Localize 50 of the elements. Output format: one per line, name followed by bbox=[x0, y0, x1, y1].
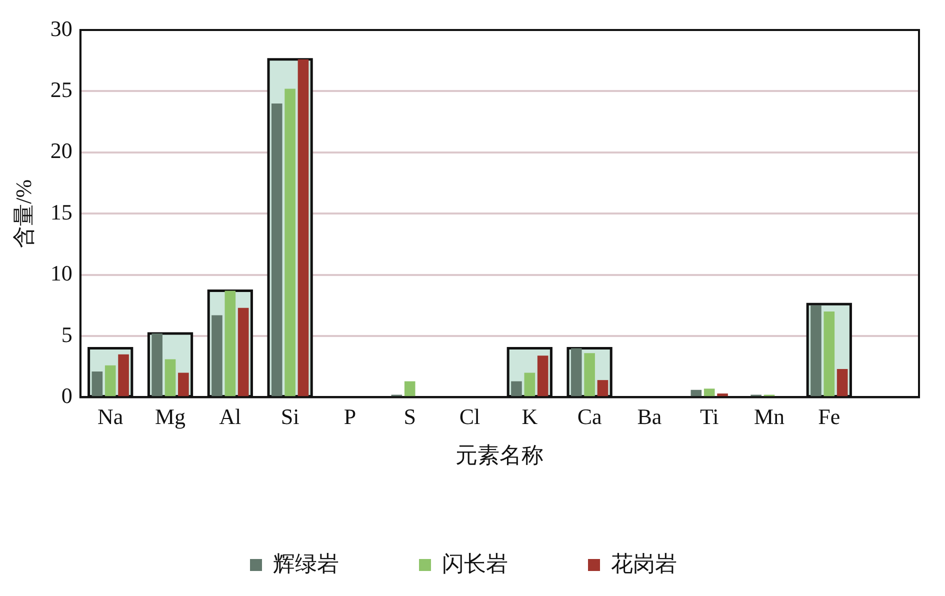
x-tick-label: Fe bbox=[818, 404, 840, 430]
x-tick-label: Ca bbox=[577, 404, 602, 430]
bar bbox=[511, 381, 522, 396]
x-tick-label: Al bbox=[219, 404, 242, 430]
y-tick-label: 15 bbox=[50, 199, 72, 224]
bar bbox=[404, 381, 416, 396]
bar bbox=[104, 365, 116, 396]
bar bbox=[224, 290, 236, 396]
bar bbox=[152, 334, 162, 396]
bar bbox=[164, 359, 176, 396]
x-tick-label: Si bbox=[280, 404, 300, 430]
bar bbox=[92, 371, 103, 396]
x-tick-label: Na bbox=[98, 404, 124, 430]
y-tick-label: 5 bbox=[61, 322, 72, 347]
legend-label: 辉绿岩 bbox=[273, 550, 339, 576]
bar bbox=[118, 354, 129, 396]
x-axis-title: 元素名称 bbox=[456, 442, 544, 468]
bar bbox=[690, 390, 702, 396]
y-tick-label: 20 bbox=[50, 138, 72, 164]
x-tick-label: Mg bbox=[154, 404, 186, 430]
x-tick-label: Ba bbox=[637, 404, 662, 430]
bar bbox=[570, 348, 582, 396]
bar bbox=[537, 356, 548, 396]
bar bbox=[524, 372, 536, 396]
bar bbox=[704, 388, 715, 396]
x-tick-label: S bbox=[404, 404, 416, 430]
bar bbox=[584, 353, 595, 396]
bar bbox=[824, 312, 835, 396]
x-tick-label: Ti bbox=[700, 404, 719, 430]
y-axis-title: 含量/% bbox=[10, 179, 36, 248]
bar bbox=[597, 380, 608, 396]
bar bbox=[284, 88, 296, 396]
bar bbox=[836, 369, 848, 396]
bar bbox=[271, 103, 282, 396]
y-tick-label: 25 bbox=[50, 76, 72, 102]
bar bbox=[178, 372, 189, 396]
y-tick-label: 30 bbox=[50, 16, 72, 41]
x-tick-label: P bbox=[344, 404, 356, 430]
legend-label: 闪长岩 bbox=[442, 550, 508, 576]
y-tick-label: 0 bbox=[61, 382, 72, 408]
bar bbox=[810, 305, 822, 396]
y-tick-label: 10 bbox=[50, 260, 72, 286]
x-tick-label: Mn bbox=[754, 404, 785, 430]
legend-label: 花岗岩 bbox=[611, 550, 677, 576]
x-tick-label: Cl bbox=[459, 404, 480, 430]
x-tick-label: K bbox=[522, 404, 538, 430]
bar bbox=[212, 315, 222, 396]
bar bbox=[298, 59, 309, 396]
bar bbox=[717, 394, 728, 396]
bar bbox=[238, 308, 249, 396]
